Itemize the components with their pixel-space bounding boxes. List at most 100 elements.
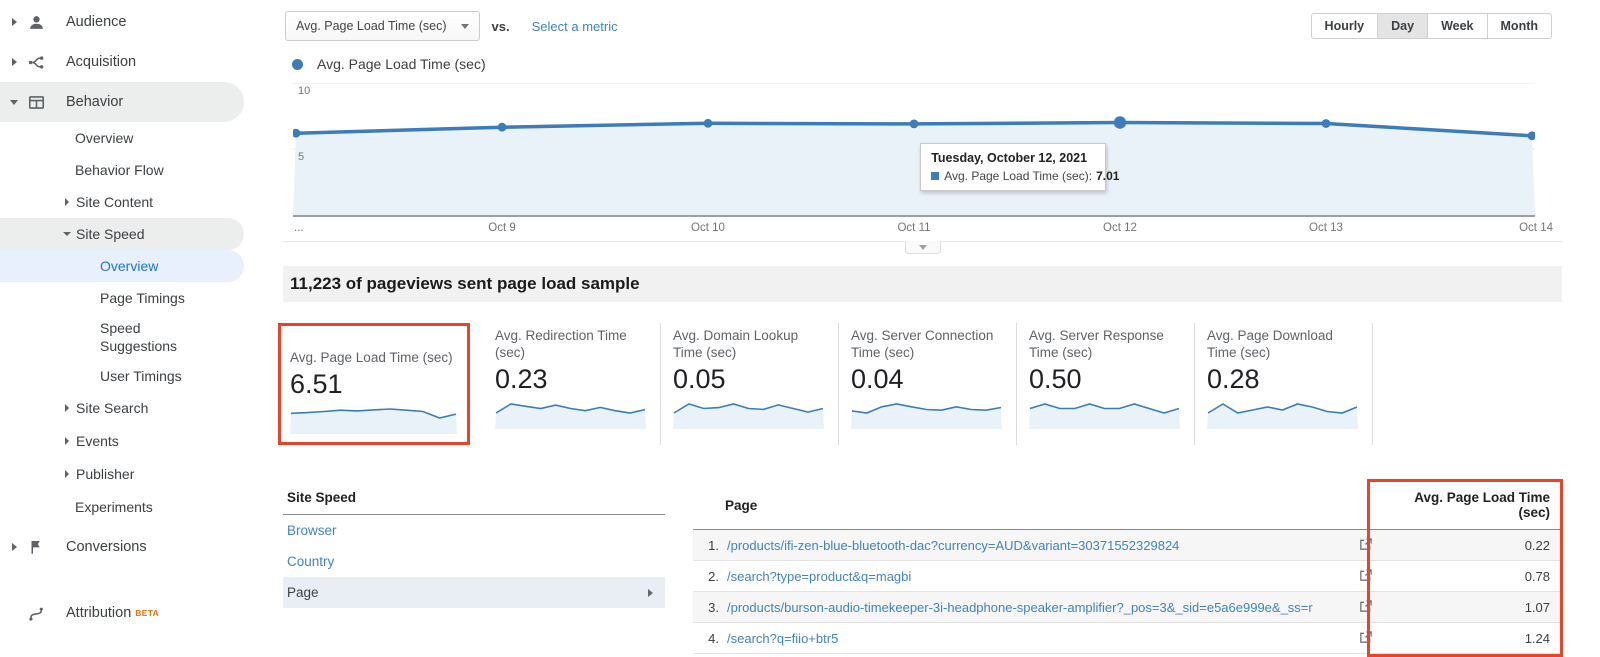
chevron-right-icon xyxy=(62,198,72,206)
data-point xyxy=(1527,131,1535,141)
pageload-sample-bar: 11,223 of pageviews sent page load sampl… xyxy=(283,266,1562,302)
sidebar-item-site-search[interactable]: Site Search xyxy=(0,392,244,424)
sidebar-item-behavior-overview[interactable]: Overview xyxy=(75,130,134,146)
sidebar-item-label: Acquisition xyxy=(66,54,137,70)
open-in-new-icon[interactable] xyxy=(1358,537,1374,553)
row-number: 3. xyxy=(708,599,719,615)
data-point xyxy=(703,118,713,128)
page-url-link[interactable]: /search?type=product&q=magbi xyxy=(727,568,912,584)
scorecard-avg-domain-lookup-time[interactable]: Avg. Domain Lookup Time (sec) 0.05 xyxy=(661,323,839,445)
day-button[interactable]: Day xyxy=(1378,13,1429,39)
page-table-header: Page Avg. Page Load Time (sec) xyxy=(693,485,1560,530)
sidebar-item-site-speed[interactable]: Site Speed xyxy=(0,218,244,250)
open-in-new-icon[interactable] xyxy=(1358,630,1374,646)
table-row: 1. /products/ifi-zen-blue-bluetooth-dac?… xyxy=(693,530,1560,561)
chart-tooltip: Tuesday, October 12, 2021 Avg. Page Load… xyxy=(920,143,1119,191)
data-point xyxy=(497,122,507,132)
timeseries-svg xyxy=(293,83,1535,215)
hourly-button[interactable]: Hourly xyxy=(1310,13,1379,39)
y-axis-tick: 10 xyxy=(298,85,311,97)
scorecard-avg-page-download-time[interactable]: Avg. Page Download Time (sec) 0.28 xyxy=(1195,323,1373,445)
sparkline-chart xyxy=(851,399,1002,429)
chevron-down-icon xyxy=(918,245,927,250)
sidebar-item-publisher[interactable]: Publisher xyxy=(0,457,244,490)
data-point xyxy=(1113,116,1127,129)
sidebar-item-site-content[interactable]: Site Content xyxy=(0,186,244,218)
timeseries-plot[interactable]: Tuesday, October 12, 2021 Avg. Page Load… xyxy=(293,83,1535,217)
scorecard-value: 0.28 xyxy=(1207,364,1260,394)
scorecard-value: 0.50 xyxy=(1029,364,1082,394)
sidebar-item-page-timings[interactable]: Page Timings xyxy=(100,289,185,306)
metric-selector-label: Avg. Page Load Time (sec) xyxy=(296,19,447,33)
chevron-right-icon xyxy=(62,404,72,412)
sparkline-chart xyxy=(1029,399,1180,429)
tooltip-date: Tuesday, October 12, 2021 xyxy=(931,151,1088,165)
chart-expand-tab[interactable] xyxy=(904,241,941,254)
row-number: 1. xyxy=(708,537,719,553)
sidebar-item-acquisition[interactable]: Acquisition xyxy=(0,42,244,82)
sidebar-item-speed-suggestions[interactable]: Speed Suggestions xyxy=(100,319,178,354)
vs-label: vs. xyxy=(491,18,510,34)
legend-dot-icon xyxy=(292,58,303,70)
explorer-section: Site Speed Browser Country Page Page Avg… xyxy=(283,479,1563,657)
chevron-right-icon xyxy=(648,588,653,597)
month-button[interactable]: Month xyxy=(1487,13,1552,39)
sidebar-item-site-speed-overview[interactable]: Overview xyxy=(0,250,244,282)
scorecard-avg-server-connection-time[interactable]: Avg. Server Connection Time (sec) 0.04 xyxy=(839,323,1017,445)
open-in-new-icon[interactable] xyxy=(1358,568,1374,584)
audience-icon xyxy=(26,12,46,32)
timeseries-chart: Tuesday, October 12, 2021 Avg. Page Load… xyxy=(283,83,1562,256)
sidebar-item-attribution[interactable]: Attribution BETA xyxy=(0,593,244,633)
sidebar-item-behavior[interactable]: Behavior xyxy=(0,82,244,122)
sparkline-chart xyxy=(1207,399,1358,429)
table-row: 4. /search?q=fiio+btr5 1.24 xyxy=(693,623,1560,654)
table-row: 2. /search?type=product&q=magbi 0.78 xyxy=(693,561,1560,592)
data-point xyxy=(1321,119,1331,128)
chevron-down-icon xyxy=(9,99,19,105)
scorecard-value: 0.05 xyxy=(673,364,726,394)
sidebar-item-experiments[interactable]: Experiments xyxy=(75,498,153,515)
scorecard-label: Avg. Server Response Time (sec) xyxy=(1029,328,1164,360)
x-axis-label: Oct 10 xyxy=(691,222,725,234)
page-url-link[interactable]: /search?q=fiio+btr5 xyxy=(727,630,839,646)
tooltip-series-label: Avg. Page Load Time (sec): xyxy=(944,169,1093,183)
table-row: 3. /products/burson-audio-timekeeper-3i-… xyxy=(693,592,1560,623)
metric-selector-dropdown[interactable]: Avg. Page Load Time (sec) xyxy=(285,11,480,41)
beta-badge: BETA xyxy=(135,608,160,618)
data-point xyxy=(909,119,919,129)
behavior-icon xyxy=(26,92,46,112)
open-in-new-icon[interactable] xyxy=(1358,599,1374,615)
scorecard-avg-page-load-time[interactable]: Avg. Page Load Time (sec) 6.51 xyxy=(278,323,470,445)
scorecard-avg-server-response-time[interactable]: Avg. Server Response Time (sec) 0.50 xyxy=(1017,323,1195,445)
chart-footer-rule xyxy=(283,241,1562,256)
dropdown-caret-icon xyxy=(460,23,469,29)
sidebar-item-conversions[interactable]: Conversions xyxy=(0,527,244,567)
scorecard-avg-redirection-time[interactable]: Avg. Redirection Time (sec) 0.23 xyxy=(483,323,661,445)
chevron-right-icon xyxy=(9,543,19,551)
dimension-panel: Site Speed Browser Country Page xyxy=(283,485,665,654)
scorecard-label: Avg. Redirection Time (sec) xyxy=(495,328,627,360)
report-main: Avg. Page Load Time (sec) vs. Select a m… xyxy=(268,0,1600,657)
chevron-right-icon xyxy=(9,58,19,66)
scorecard-label: Avg. Server Connection Time (sec) xyxy=(851,328,994,360)
metric-value: 0.78 xyxy=(1524,568,1550,584)
page-column-header: Page xyxy=(725,497,758,513)
sidebar-item-audience[interactable]: Audience xyxy=(0,2,244,42)
metric-value: 1.07 xyxy=(1524,599,1550,615)
dimension-country[interactable]: Country xyxy=(287,554,335,569)
sidebar-item-behavior-flow[interactable]: Behavior Flow xyxy=(75,162,164,178)
page-table: Page Avg. Page Load Time (sec) 1. /produ… xyxy=(693,479,1563,657)
page-url-link[interactable]: /products/ifi-zen-blue-bluetooth-dac?cur… xyxy=(727,537,1180,553)
dimension-page[interactable]: Page xyxy=(283,577,665,608)
dimension-browser[interactable]: Browser xyxy=(287,523,337,538)
attribution-icon xyxy=(26,603,46,623)
select-a-metric-link[interactable]: Select a metric xyxy=(531,18,618,34)
sidebar-item-user-timings[interactable]: User Timings xyxy=(100,367,182,384)
week-button[interactable]: Week xyxy=(1428,13,1488,39)
scorecard-label: Avg. Page Load Time (sec) xyxy=(290,349,453,365)
chevron-right-icon xyxy=(9,18,19,26)
page-url-link[interactable]: /products/burson-audio-timekeeper-3i-hea… xyxy=(727,599,1313,615)
sidebar-item-events[interactable]: Events xyxy=(0,424,244,457)
acquisition-icon xyxy=(26,52,46,72)
chevron-right-icon xyxy=(62,436,72,445)
